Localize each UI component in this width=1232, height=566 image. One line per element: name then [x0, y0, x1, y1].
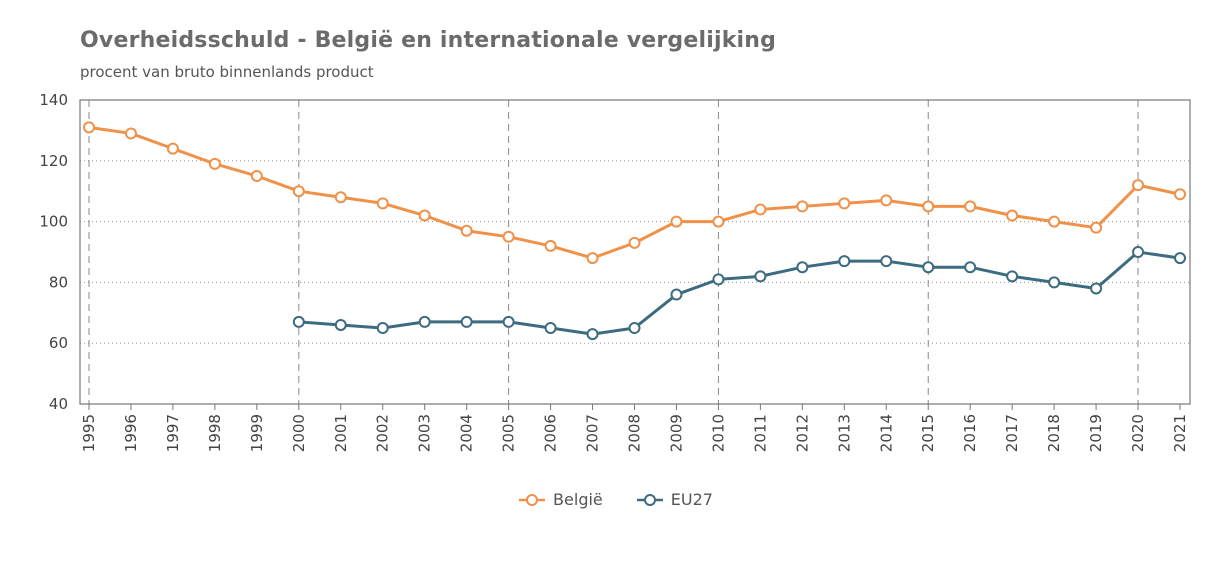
- data-point: [1048, 215, 1061, 228]
- x-tick-label: 2013: [835, 414, 853, 452]
- x-tick-label: 2004: [458, 414, 476, 452]
- series-line-eu27: [298, 250, 1181, 336]
- data-point: [670, 288, 683, 301]
- legend-item-eu27[interactable]: EU27: [636, 490, 713, 509]
- line-chart: 40 60 80 100 120 140 1995 1996 1997 1998 1999 2000 2…: [39, 91, 1191, 452]
- data-point: [922, 261, 935, 274]
- data-point: [250, 170, 263, 182]
- x-tick-label: 2021: [1171, 414, 1189, 452]
- data-point: [964, 200, 977, 213]
- data-point: [628, 322, 641, 334]
- y-tick-label: 60: [49, 334, 68, 352]
- x-tick-label: 2001: [332, 414, 350, 452]
- data-point: [1090, 282, 1103, 295]
- data-point: [880, 255, 893, 268]
- x-tick-label: 2018: [1045, 414, 1063, 452]
- data-point: [334, 191, 347, 204]
- x-tick-label: 2017: [1003, 414, 1021, 452]
- y-tick-label: 40: [49, 395, 68, 413]
- y-tick-label: 100: [39, 213, 68, 231]
- x-tick-label: 1995: [80, 414, 98, 452]
- x-tick-label: 2019: [1087, 414, 1105, 452]
- legend-item-belgie[interactable]: België: [519, 490, 603, 509]
- x-tick-label: 1997: [164, 414, 182, 452]
- data-point: [712, 273, 725, 286]
- data-point: [1006, 209, 1019, 222]
- data-point: [1132, 179, 1145, 192]
- x-tick-label: 2014: [877, 414, 895, 452]
- data-point: [628, 236, 641, 249]
- x-tick-label: 2008: [626, 414, 644, 452]
- data-point: [1174, 188, 1186, 201]
- data-point: [83, 121, 95, 134]
- x-tick-label: 1998: [206, 414, 224, 452]
- plot-frame: [79, 99, 1191, 405]
- x-tick-label: 2015: [919, 414, 937, 452]
- x-tick-label: 2003: [416, 414, 434, 452]
- y-tick-label: 120: [39, 152, 68, 170]
- legend-label: EU27: [670, 490, 713, 509]
- data-point: [334, 318, 347, 331]
- x-tick-label: 1999: [248, 414, 266, 452]
- x-tick-label: 2012: [793, 414, 811, 452]
- data-point: [1132, 246, 1145, 258]
- data-point: [712, 215, 725, 228]
- legend: België EU27: [0, 490, 1232, 509]
- data-point: [838, 197, 851, 210]
- data-point: [418, 209, 431, 222]
- data-point: [880, 194, 893, 207]
- data-point: [796, 200, 809, 213]
- data-point: [460, 224, 473, 237]
- x-tick-label: 2010: [709, 414, 727, 452]
- data-point: [754, 203, 767, 216]
- x-tick-label: 1996: [122, 414, 140, 452]
- data-point: [292, 315, 305, 328]
- data-point: [502, 315, 515, 328]
- x-tick-label: 2000: [290, 414, 308, 452]
- data-point: [376, 197, 389, 210]
- y-tick-label: 140: [39, 91, 68, 109]
- data-point: [460, 315, 473, 328]
- data-point: [544, 322, 557, 334]
- legend-marker-icon: [519, 493, 546, 506]
- data-point: [418, 315, 431, 328]
- chart-subtitle: procent van bruto binnenlands product: [80, 63, 374, 81]
- x-tick-label: 2005: [500, 414, 518, 452]
- x-tick-label: 2020: [1129, 414, 1147, 452]
- y-tick-label: 80: [49, 273, 68, 291]
- legend-label: België: [553, 490, 603, 509]
- x-tick-label: 2009: [667, 414, 685, 452]
- data-point: [376, 322, 389, 334]
- chart-title: Overheidsschuld - België en internationa…: [80, 28, 777, 53]
- data-point: [838, 255, 851, 268]
- x-tick-label: 2007: [584, 414, 602, 452]
- data-point: [208, 157, 221, 170]
- data-point: [1048, 276, 1061, 289]
- data-point: [796, 261, 809, 274]
- data-point: [586, 328, 599, 341]
- data-point: [124, 127, 137, 140]
- data-point: [754, 270, 767, 283]
- data-point: [502, 230, 515, 243]
- data-point: [1006, 270, 1019, 283]
- data-point: [670, 215, 683, 228]
- x-tick-label: 2002: [374, 414, 392, 452]
- data-point: [1090, 221, 1103, 234]
- x-tick-label: 2006: [542, 414, 560, 452]
- data-point: [964, 261, 977, 274]
- data-point: [1174, 252, 1186, 265]
- data-point: [586, 252, 599, 265]
- data-point: [292, 185, 305, 198]
- x-tick-label: 2016: [961, 414, 979, 452]
- legend-marker-icon: [636, 493, 663, 506]
- data-point: [166, 142, 179, 155]
- x-tick-label: 2011: [751, 414, 769, 452]
- data-point: [544, 239, 557, 252]
- data-point: [922, 200, 935, 213]
